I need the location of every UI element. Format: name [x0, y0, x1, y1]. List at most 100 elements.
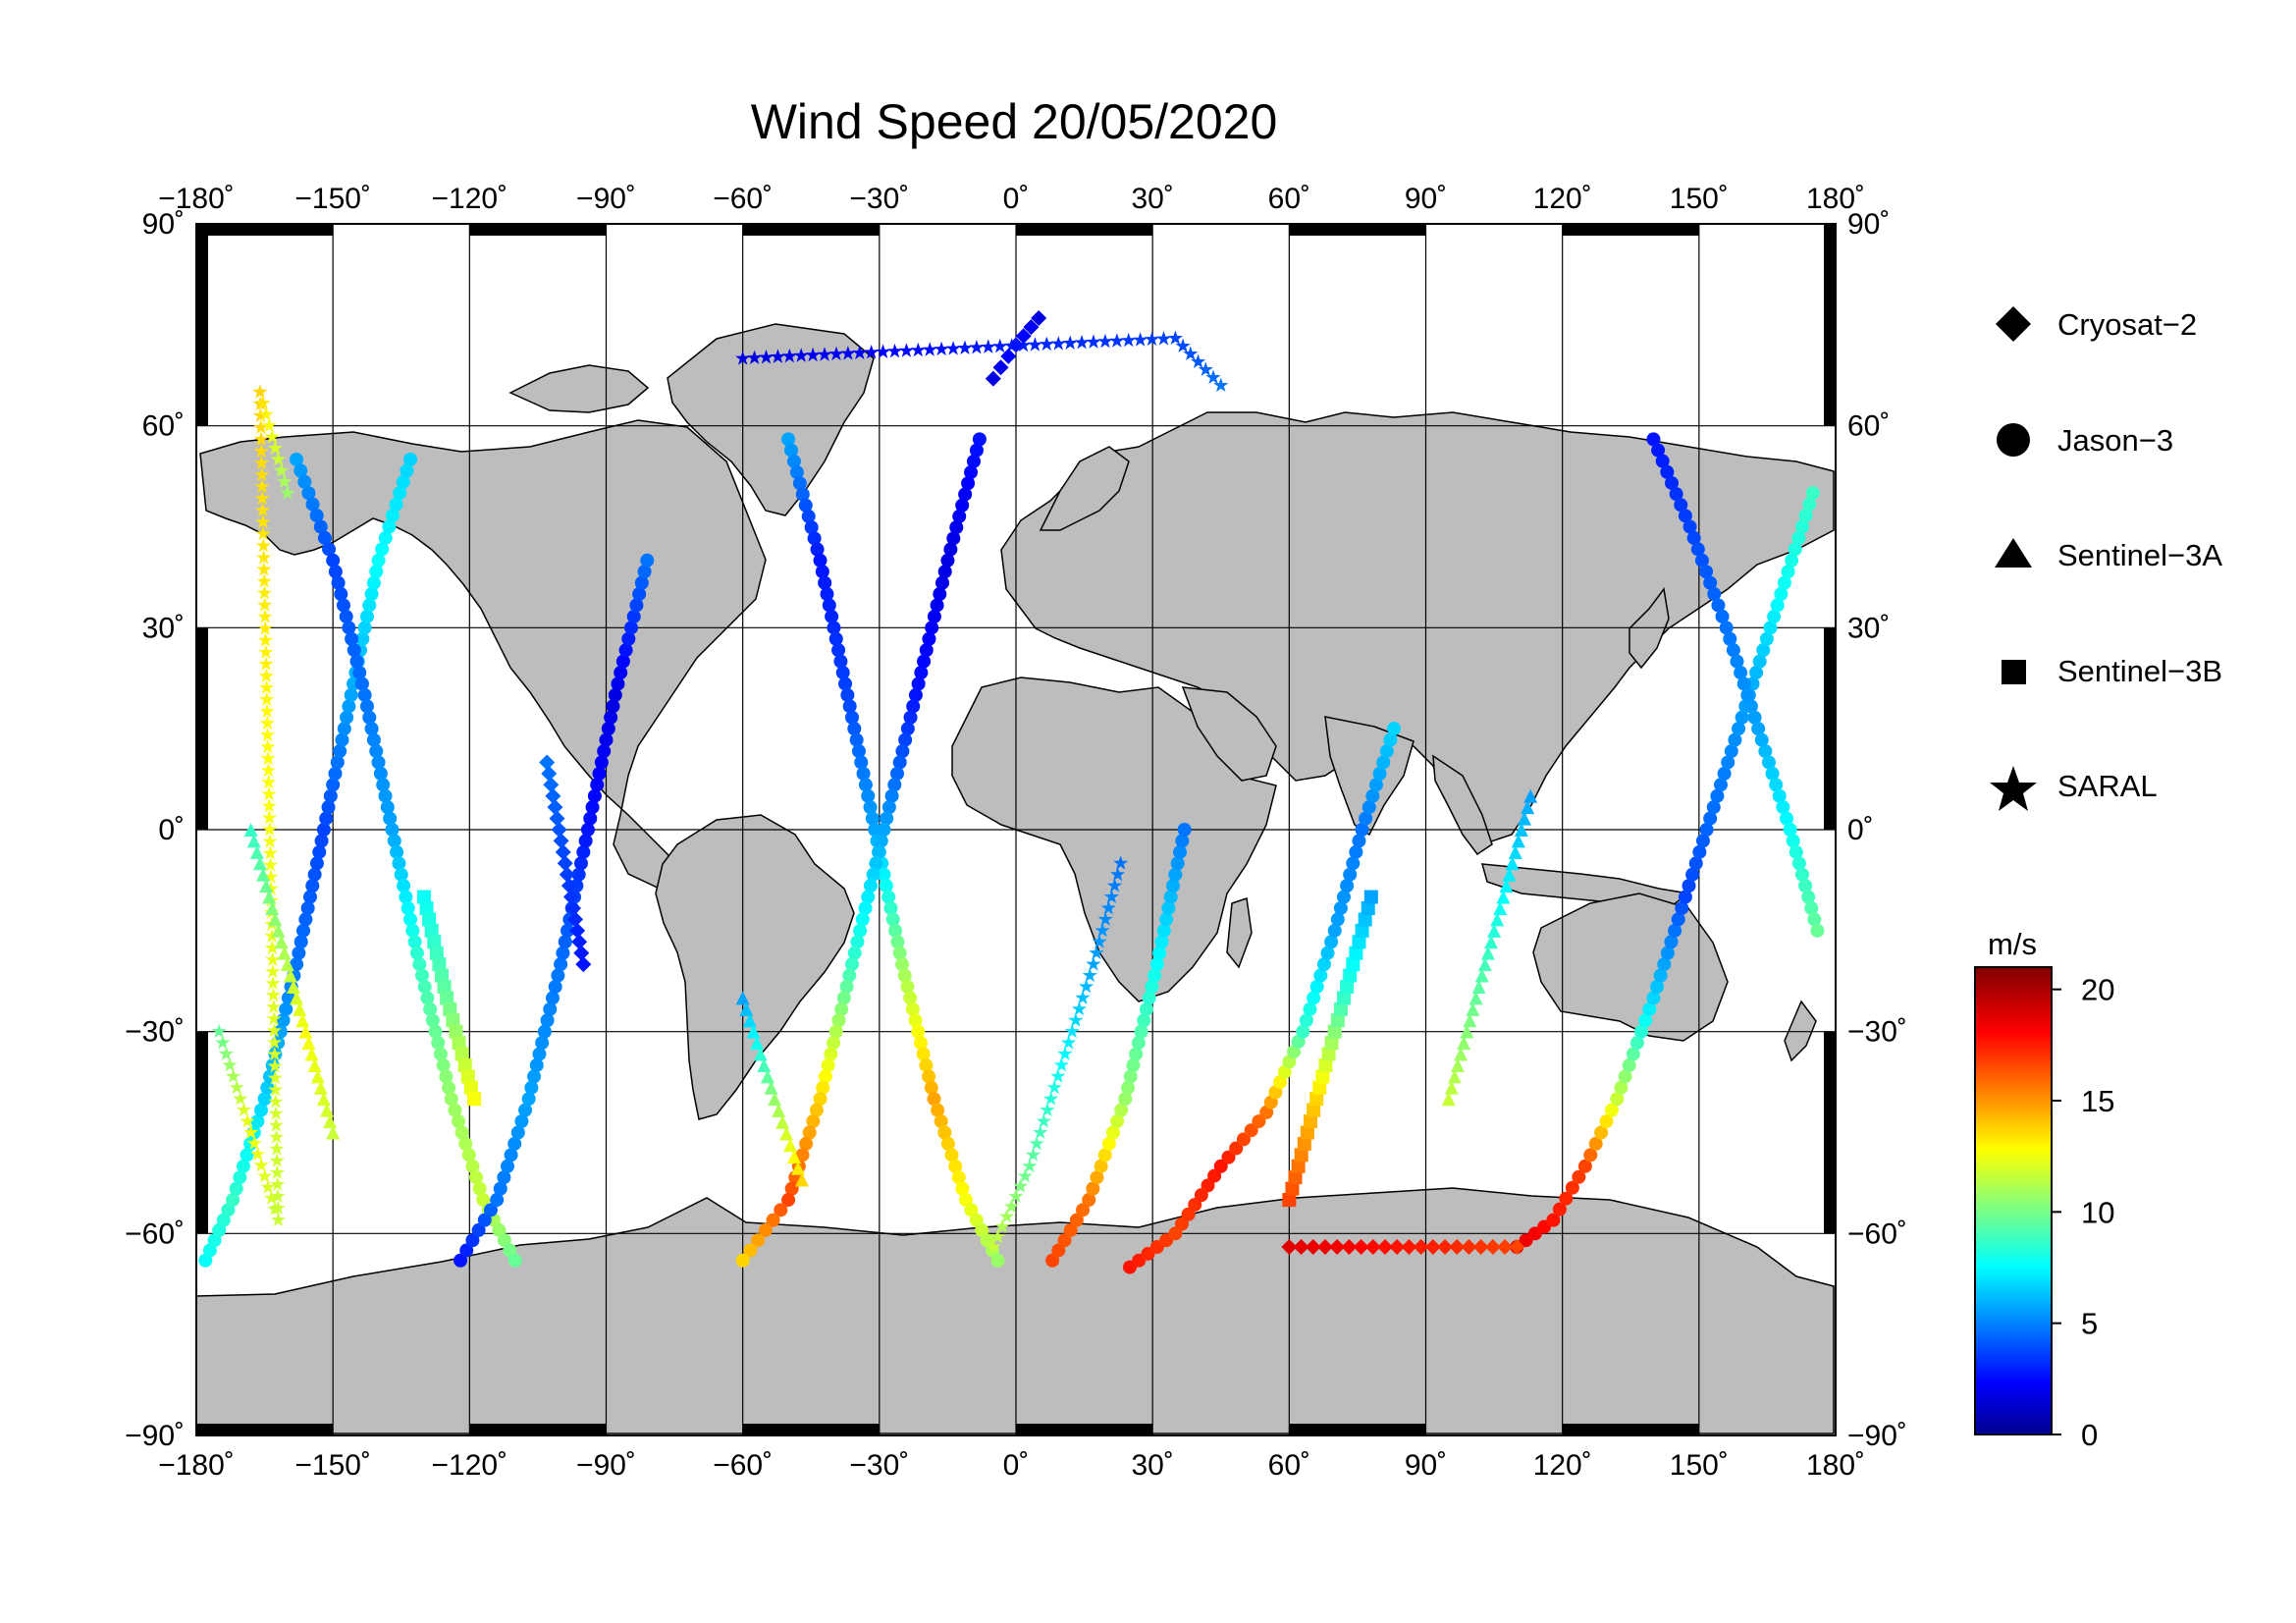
track-point	[342, 621, 356, 635]
track-point	[1634, 1024, 1649, 1039]
track-point	[790, 1161, 805, 1175]
track-point	[1236, 1132, 1251, 1147]
track-point	[270, 1200, 286, 1215]
legend-label: Jason−3	[2057, 423, 2173, 458]
track-point	[992, 359, 1009, 376]
track-point	[1313, 968, 1328, 983]
lon-tick-label: 120˚	[1533, 183, 1592, 215]
track-point	[1777, 575, 1791, 590]
track-point	[781, 1193, 796, 1208]
track-point	[1761, 755, 1776, 770]
track-point	[764, 1080, 778, 1095]
track-point	[1457, 1036, 1471, 1051]
track-point	[1791, 530, 1806, 545]
track-point	[1695, 834, 1710, 848]
track-point	[1802, 497, 1817, 512]
track-point	[461, 1148, 476, 1163]
track-point	[1496, 890, 1511, 904]
track-point	[951, 1170, 966, 1185]
track-point	[1175, 834, 1190, 848]
track-point	[1340, 879, 1355, 893]
track-point	[497, 1170, 511, 1185]
track-point	[1362, 800, 1376, 815]
track-point	[1188, 1197, 1202, 1212]
track-point	[412, 957, 427, 972]
track-point	[545, 787, 561, 804]
track-point	[1671, 912, 1685, 927]
track-point	[295, 1013, 310, 1028]
track-point	[415, 968, 430, 983]
lon-tick-label: −30˚	[849, 1449, 909, 1482]
track-point	[336, 598, 350, 613]
track-point	[452, 1036, 466, 1051]
track-point	[260, 762, 276, 778]
track-point	[961, 476, 976, 491]
track-point	[869, 856, 883, 871]
track-point	[831, 643, 846, 658]
track-point	[806, 1114, 821, 1129]
track-point	[1343, 968, 1358, 983]
track-point	[253, 455, 270, 470]
track-point	[839, 979, 854, 994]
track-point	[1719, 621, 1734, 635]
track-point	[1312, 1080, 1327, 1095]
lon-tick-label: −90˚	[576, 183, 636, 215]
track-point	[795, 1148, 810, 1163]
track-point	[1346, 957, 1361, 972]
frame-segment-right	[1824, 224, 1836, 426]
track-point	[1022, 1158, 1038, 1173]
track-point	[1229, 1141, 1244, 1156]
track-point	[1352, 834, 1366, 848]
track-point	[827, 621, 841, 635]
track-point	[916, 1047, 931, 1061]
track-point	[429, 946, 444, 960]
track-point	[1137, 1013, 1151, 1028]
track-point	[1477, 957, 1492, 972]
track-point	[256, 550, 272, 565]
track-point	[758, 350, 774, 364]
track-point	[933, 587, 947, 602]
track-point	[380, 800, 395, 815]
track-point	[986, 1239, 1001, 1254]
track-point	[535, 1036, 550, 1051]
track-point	[1050, 1068, 1066, 1083]
track-point	[268, 1106, 284, 1120]
lat-tick-label: 60˚	[142, 410, 185, 443]
track-point	[1651, 443, 1666, 458]
track-point	[637, 565, 652, 579]
track-point	[454, 1253, 468, 1268]
track-point	[1509, 1239, 1525, 1256]
track-point	[1447, 1069, 1462, 1084]
square-marker-icon	[2002, 660, 2026, 684]
track-point	[561, 878, 577, 894]
track-point	[587, 788, 602, 803]
track-point	[1244, 1123, 1258, 1138]
track-point	[1062, 335, 1078, 350]
track-point	[897, 968, 912, 983]
track-point	[948, 1159, 963, 1173]
track-point	[263, 881, 279, 895]
track-point	[880, 811, 894, 826]
track-point	[1460, 1024, 1474, 1039]
track-point	[632, 587, 647, 602]
track-point	[432, 957, 447, 972]
track-point	[250, 1114, 265, 1129]
track-point	[1095, 922, 1110, 938]
track-point	[309, 509, 324, 523]
lon-tick-label: 120˚	[1533, 1449, 1592, 1482]
colorbar-tick-label: 20	[2081, 973, 2114, 1007]
track-point	[1167, 330, 1183, 345]
lon-tick-label: −90˚	[576, 1449, 636, 1482]
track-point	[1740, 687, 1755, 702]
track-point	[246, 1135, 262, 1151]
track-point	[861, 890, 876, 904]
track-point	[1379, 744, 1394, 759]
track-point	[264, 429, 280, 444]
track-point	[549, 810, 565, 827]
track-point	[847, 946, 862, 960]
track-point	[253, 419, 269, 434]
track-point	[385, 823, 400, 837]
track-point	[927, 1092, 941, 1107]
track-point	[514, 1114, 529, 1129]
colorbar-unit: m/s	[1988, 927, 2037, 961]
